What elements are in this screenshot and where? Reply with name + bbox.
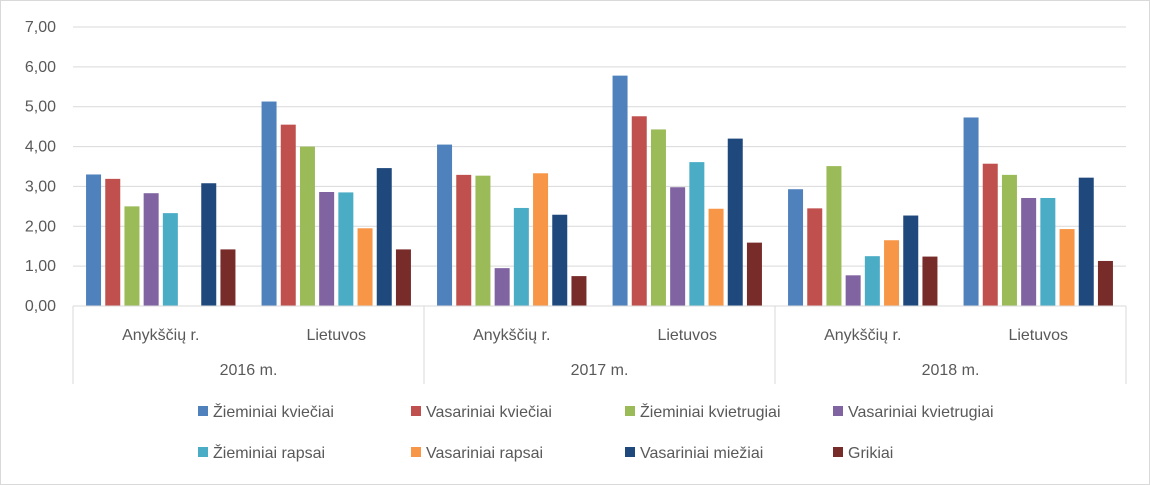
legend-label: Vasariniai kvietrugiai bbox=[848, 404, 994, 421]
bar bbox=[261, 101, 277, 306]
legend-swatch bbox=[625, 447, 635, 457]
year-label: 2018 m. bbox=[922, 362, 980, 379]
category-label: Lietuvos bbox=[657, 327, 717, 344]
category-label: Lietuvos bbox=[306, 327, 366, 344]
bar bbox=[845, 275, 861, 306]
bar bbox=[746, 242, 762, 306]
bar bbox=[376, 168, 392, 306]
bar bbox=[864, 256, 880, 306]
bar bbox=[319, 192, 335, 306]
bar bbox=[86, 174, 102, 306]
bar bbox=[395, 249, 411, 306]
y-tick-label: 7,00 bbox=[25, 19, 56, 36]
year-label: 2016 m. bbox=[220, 362, 278, 379]
category-label: Anykščių r. bbox=[473, 327, 550, 344]
y-tick-label: 2,00 bbox=[25, 218, 56, 235]
year-label: 2017 m. bbox=[571, 362, 629, 379]
bar bbox=[982, 163, 998, 306]
bar bbox=[437, 144, 453, 306]
legend-swatch bbox=[833, 406, 843, 416]
bar bbox=[650, 129, 666, 306]
bar bbox=[552, 214, 568, 306]
bar bbox=[788, 189, 804, 306]
gridlines bbox=[73, 26, 1126, 307]
legend-label: Vasariniai rapsai bbox=[426, 445, 543, 462]
legend-swatch bbox=[198, 406, 208, 416]
bar bbox=[124, 206, 140, 306]
legend-swatch bbox=[625, 406, 635, 416]
legend-item: Vasariniai kvietrugiai bbox=[833, 404, 994, 421]
legend-item: Žieminiai rapsai bbox=[198, 443, 325, 462]
x-axis: Anykščių r. Lietuvos Anykščių r. Lietuvos An… bbox=[72, 305, 1127, 384]
bar bbox=[299, 146, 315, 306]
legend-item: Vasariniai kviečiai bbox=[411, 404, 552, 421]
bar bbox=[903, 215, 919, 306]
legend-swatch bbox=[411, 447, 421, 457]
bar bbox=[357, 228, 373, 306]
legend-label: Vasariniai miežiai bbox=[640, 445, 763, 462]
bar bbox=[631, 116, 647, 306]
y-tick-label: 0,00 bbox=[25, 298, 56, 315]
bar bbox=[533, 173, 549, 306]
legend: Žieminiai kviečiai Vasariniai kviečiai Žie… bbox=[198, 402, 994, 462]
bar bbox=[143, 193, 159, 306]
bar bbox=[201, 183, 217, 306]
bar bbox=[670, 187, 686, 306]
bar bbox=[1078, 177, 1094, 306]
bar bbox=[689, 162, 705, 306]
bar bbox=[494, 268, 510, 306]
category-label: Anykščių r. bbox=[824, 327, 901, 344]
y-tick-label: 3,00 bbox=[25, 178, 56, 195]
bar bbox=[1097, 260, 1113, 306]
legend-label: Vasariniai kviečiai bbox=[426, 404, 552, 421]
bar bbox=[220, 249, 236, 306]
legend-item: Žieminiai kvietrugiai bbox=[625, 402, 781, 421]
bar bbox=[1001, 174, 1017, 306]
legend-label: Žieminiai kviečiai bbox=[213, 402, 334, 421]
legend-item: Vasariniai rapsai bbox=[411, 445, 543, 462]
bar bbox=[884, 240, 900, 306]
bar bbox=[162, 213, 178, 306]
legend-item: Vasariniai miežiai bbox=[625, 445, 763, 462]
bar bbox=[280, 124, 296, 307]
bars bbox=[86, 75, 1113, 307]
y-tick-label: 6,00 bbox=[25, 59, 56, 76]
y-tick-label: 1,00 bbox=[25, 258, 56, 275]
legend-item: Grikiai bbox=[833, 445, 893, 462]
bar bbox=[922, 256, 938, 306]
legend-item: Žieminiai kviečiai bbox=[198, 402, 334, 421]
y-tick-label: 5,00 bbox=[25, 99, 56, 116]
bar bbox=[807, 208, 823, 306]
bar bbox=[963, 117, 979, 307]
category-label: Lietuvos bbox=[1008, 327, 1068, 344]
bar bbox=[1059, 229, 1075, 306]
legend-swatch bbox=[411, 406, 421, 416]
bar bbox=[612, 75, 628, 306]
legend-label: Žieminiai rapsai bbox=[213, 443, 325, 462]
bar bbox=[338, 192, 354, 306]
legend-swatch bbox=[833, 447, 843, 457]
bar bbox=[475, 175, 491, 306]
legend-label: Grikiai bbox=[848, 445, 893, 462]
legend-label: Žieminiai kvietrugiai bbox=[640, 402, 781, 421]
bar bbox=[513, 207, 529, 306]
category-label: Anykščių r. bbox=[122, 327, 199, 344]
bar bbox=[571, 276, 587, 306]
bar bbox=[708, 208, 724, 306]
y-tick-label: 4,00 bbox=[25, 139, 56, 156]
bar bbox=[1040, 197, 1056, 306]
bar bbox=[1021, 197, 1037, 306]
y-axis-ticks: 0,00 1,00 2,00 3,00 4,00 5,00 6,00 7,00 bbox=[25, 19, 56, 315]
bar bbox=[826, 166, 842, 306]
bar bbox=[105, 178, 121, 306]
bar bbox=[456, 174, 472, 306]
bar bbox=[727, 138, 743, 306]
legend-swatch bbox=[198, 447, 208, 457]
